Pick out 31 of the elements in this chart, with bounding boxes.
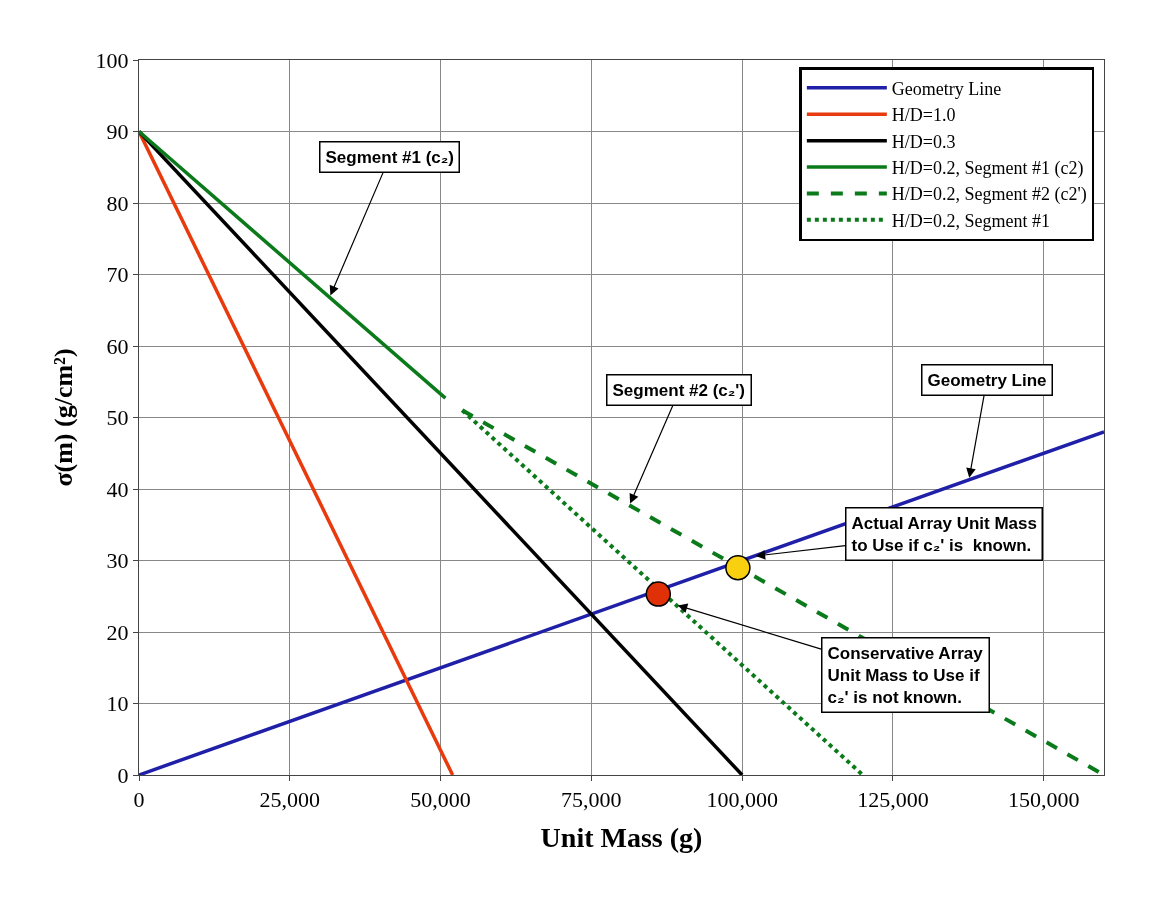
annotation: Geometry Line — [927, 370, 1047, 390]
x-tick-label: 150,000 — [1007, 787, 1080, 813]
legend-label: H/D=0.2, Segment #1 (c2) — [891, 158, 1084, 180]
annotation: Segment #2 (c₂') — [612, 380, 746, 400]
x-tick-label: 0 — [133, 787, 145, 813]
annotation: Conservative Array Unit Mass to Use if c₂' is not known. — [827, 643, 984, 707]
y-tick-label: 60 — [106, 333, 129, 359]
x-tick-label: 50,000 — [410, 787, 471, 813]
legend-label: H/D=0.3 — [891, 131, 956, 152]
y-tick-label: 90 — [106, 119, 129, 145]
x-tick-label: 75,000 — [561, 787, 622, 813]
legend-label: Geometry Line — [891, 78, 1002, 99]
y-tick-label: 80 — [106, 190, 129, 216]
y-tick-label: 30 — [106, 548, 129, 574]
legend-label: H/D=0.2, Segment #1 — [891, 210, 1051, 231]
x-axis-title: Unit Mass (g) — [540, 821, 703, 853]
y-tick-label: 20 — [106, 619, 129, 645]
legend-label: H/D=0.2, Segment #2 (c2') — [891, 184, 1087, 206]
y-tick-label: 100 — [95, 47, 129, 73]
y-tick-label: 40 — [106, 476, 129, 502]
legend-label: H/D=1.0 — [891, 105, 956, 126]
y-axis-title: σ(m) (g/cm²) — [49, 348, 78, 487]
y-tick-label: 70 — [106, 262, 129, 288]
y-tick-label: 0 — [117, 762, 129, 788]
annotation: Segment #1 (c₂) — [325, 147, 454, 167]
y-tick-label: 50 — [106, 405, 129, 431]
x-tick-label: 25,000 — [259, 787, 321, 813]
x-tick-label: 100,000 — [706, 787, 778, 813]
y-tick-label: 10 — [106, 691, 129, 717]
x-tick-label: 125,000 — [857, 787, 929, 813]
annotation: Actual Array Unit Mass to Use if c₂' is known. — [851, 513, 1037, 555]
